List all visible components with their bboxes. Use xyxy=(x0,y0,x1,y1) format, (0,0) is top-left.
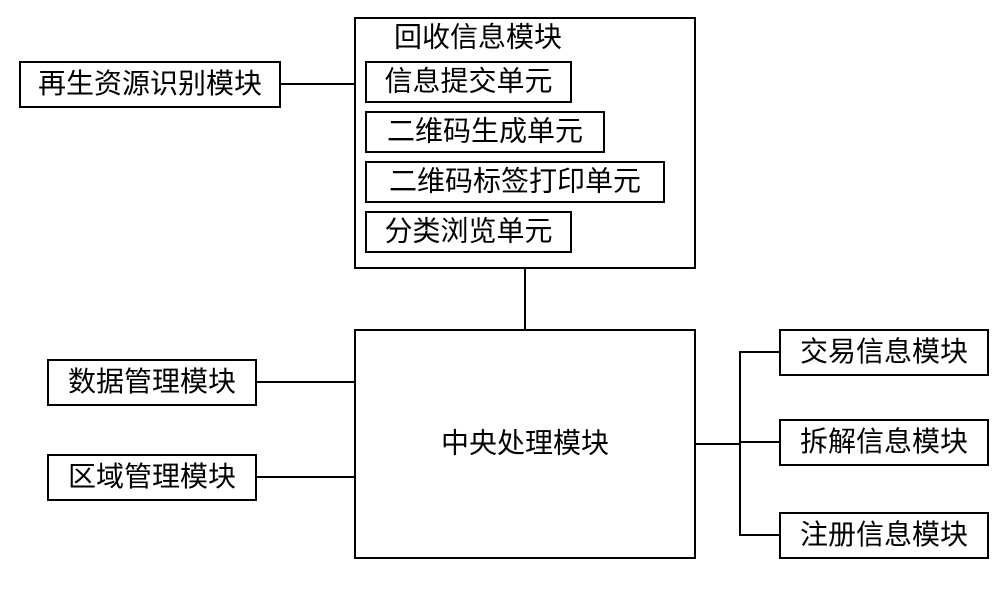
edge-central_process_module-to-transaction_info_module xyxy=(695,352,780,444)
node-label: 交易信息模块 xyxy=(800,336,968,368)
category_browse_unit-label: 分类浏览单元 xyxy=(384,215,552,247)
edge-central_process_module-to-dismantle_info_module xyxy=(740,442,780,444)
node-label: 注册信息模块 xyxy=(800,519,968,551)
renewable-identify-module: 再生资源识别模块 xyxy=(20,62,280,107)
node-label: 再生资源识别模块 xyxy=(38,68,262,100)
data-manage-module: 数据管理模块 xyxy=(48,360,256,405)
qr_print_unit-label: 二维码标签打印单元 xyxy=(389,165,641,197)
qr_generate_unit-label: 二维码生成单元 xyxy=(387,115,583,147)
dismantle-info-module: 拆解信息模块 xyxy=(780,420,988,465)
register-info-module: 注册信息模块 xyxy=(780,513,988,558)
node-label: 回收信息模块 xyxy=(394,21,562,53)
region-manage-module: 区域管理模块 xyxy=(48,455,256,500)
system-diagram: 再生资源识别模块 回收信息模块 信息提交单元二维码生成单元二维码标签打印单元分类… xyxy=(0,0,1000,596)
transaction-info-module: 交易信息模块 xyxy=(780,330,988,375)
node-label: 区域管理模块 xyxy=(68,461,236,493)
recycle-info-module: 回收信息模块 信息提交单元二维码生成单元二维码标签打印单元分类浏览单元 xyxy=(355,18,695,268)
node-label: 数据管理模块 xyxy=(68,366,236,398)
node-label: 中央处理模块 xyxy=(441,427,609,459)
node-label: 拆解信息模块 xyxy=(800,426,968,458)
central-process-module: 中央处理模块 xyxy=(355,330,695,558)
info_submit_unit-label: 信息提交单元 xyxy=(384,65,552,97)
edge-central_process_module-to-register_info_module xyxy=(740,444,780,535)
